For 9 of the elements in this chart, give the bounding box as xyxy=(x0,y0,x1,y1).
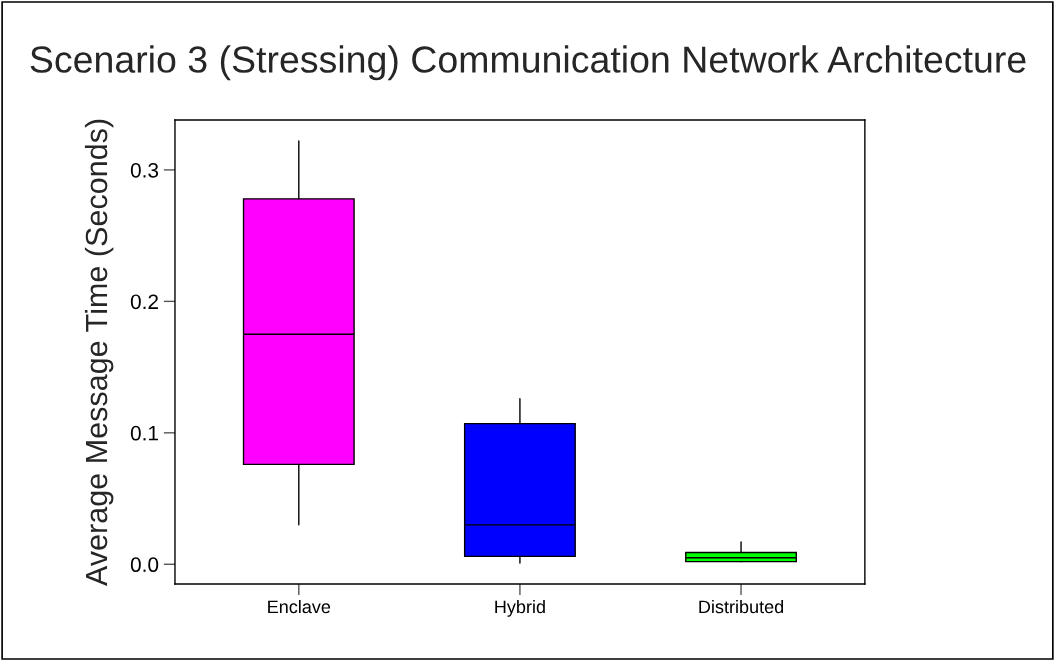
y-tick-label: 0.3 xyxy=(130,162,159,178)
y-tick-label: 0.0 xyxy=(130,557,159,573)
y-tick-label: 0.1 xyxy=(130,425,158,441)
y-axis-title: Average Message Time (Seconds) xyxy=(84,119,114,587)
chart-title: Scenario 3 (Stressing) Communication Network Architecture xyxy=(30,45,1026,81)
y-tick-label: 0.2 xyxy=(130,294,158,310)
x-tick-label: Distributed xyxy=(699,599,784,614)
x-tick-label: Hybrid xyxy=(495,599,545,617)
x-tick-label: Enclave xyxy=(268,599,331,614)
